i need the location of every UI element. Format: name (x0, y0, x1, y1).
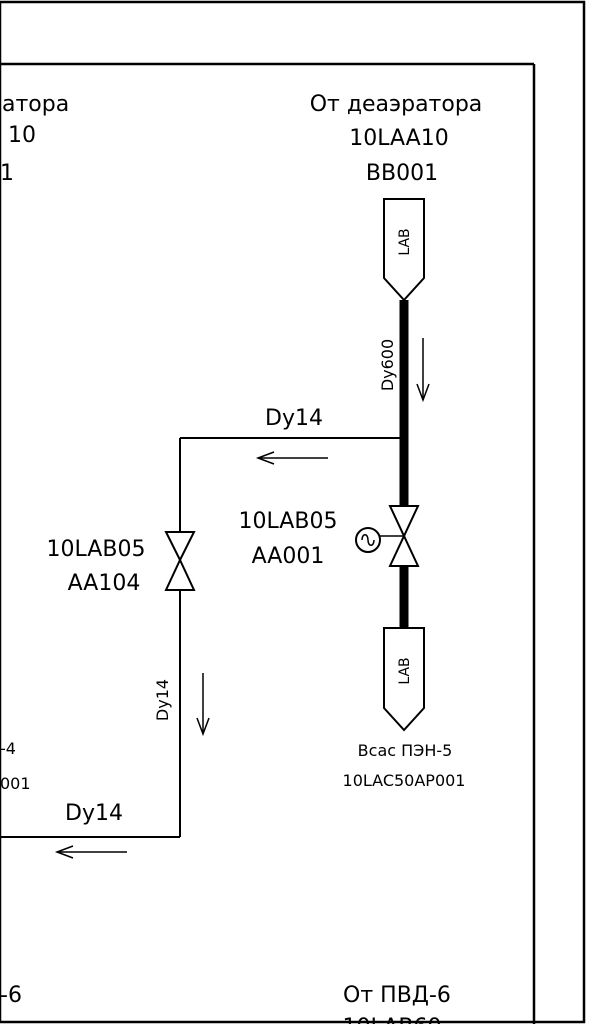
branch-valve-lower (164, 557, 196, 591)
main-valve-upper (388, 505, 420, 539)
pump-suction-line2: 10LAC50AP001 (343, 771, 466, 790)
branch-top-arrow-icon (255, 451, 275, 465)
valve-branch-line2: AA104 (68, 571, 141, 596)
bottom-right-line2: 10LAB60 (343, 1015, 442, 1024)
pipe-tag-bottom-label: LAB (397, 657, 413, 684)
branch-vertical-arrow-icon (196, 717, 210, 737)
main-flow-arrow-icon (416, 383, 430, 403)
main-valve-lower (388, 533, 420, 567)
valve-main-line1: 10LAB05 (239, 509, 338, 534)
source-top-right-line1: От деаэратора (310, 92, 483, 117)
bottom-right-line1: От ПВД-6 (343, 983, 451, 1008)
pump-suction-line1: Всас ПЭН-5 (358, 741, 453, 760)
bottom-left-line1: -6 (0, 983, 22, 1008)
branch-bottom-size-label: Dy14 (65, 801, 123, 826)
actuator-wave-icon (361, 534, 375, 546)
branch-top-size-label: Dy14 (265, 406, 323, 431)
branch-bottom-arrow-icon (54, 845, 74, 859)
pipe-tag-bottom (383, 627, 425, 732)
main-pipe-size-label: Dy600 (378, 339, 397, 391)
pipe-tag-top (383, 198, 425, 302)
left-fragment-mid-line2: 001 (0, 774, 31, 793)
valve-branch-line1: 10LAB05 (47, 537, 146, 562)
branch-valve-upper (164, 531, 196, 563)
branch-vertical-size-label: Dy14 (153, 679, 172, 721)
source-top-right-line2: 10LAA10 (349, 126, 448, 151)
valve-main-line2: AA001 (252, 544, 325, 569)
source-top-right-line3: BB001 (366, 161, 438, 186)
left-fragment-mid-line1: -4 (0, 739, 16, 758)
source-top-left-line2: 10 (8, 123, 36, 148)
source-top-left-line3: 1 (0, 161, 14, 186)
source-top-left-line1: атора (2, 92, 69, 117)
pipe-tag-top-label: LAB (397, 228, 413, 255)
